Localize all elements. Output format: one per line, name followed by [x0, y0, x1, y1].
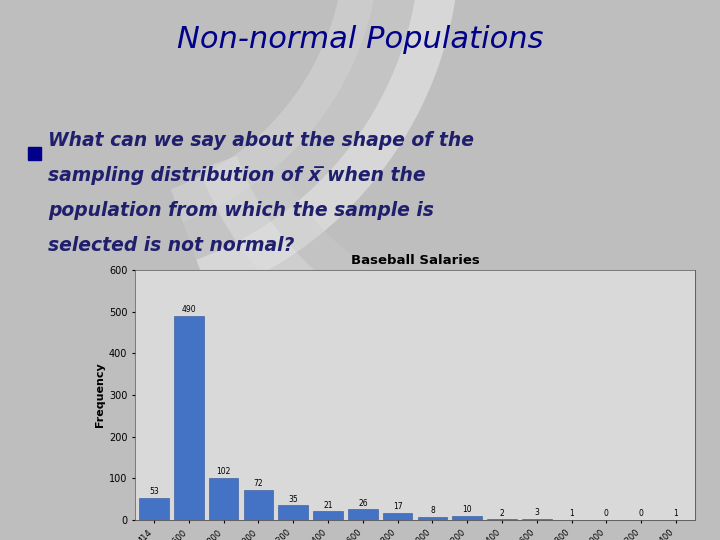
Title: Baseball Salaries: Baseball Salaries: [351, 254, 480, 267]
Text: 21: 21: [323, 501, 333, 510]
Bar: [279, 505, 308, 520]
Text: 35: 35: [289, 495, 298, 504]
Bar: [209, 477, 238, 520]
Bar: [313, 511, 343, 520]
Bar: [418, 517, 447, 520]
Bar: [243, 490, 274, 520]
Text: 72: 72: [253, 480, 264, 488]
Bar: [522, 519, 552, 520]
Wedge shape: [197, 0, 460, 297]
Text: 1: 1: [673, 509, 678, 518]
Bar: [383, 513, 413, 520]
Bar: [348, 509, 377, 520]
Text: 26: 26: [358, 498, 368, 508]
Bar: [452, 516, 482, 520]
Text: 2: 2: [500, 509, 504, 517]
Wedge shape: [237, 144, 640, 340]
Text: population from which the sample is: population from which the sample is: [48, 201, 434, 220]
Text: 8: 8: [430, 506, 435, 515]
Text: sampling distribution of x̅ when the: sampling distribution of x̅ when the: [48, 166, 426, 185]
Bar: [174, 316, 204, 520]
Text: 3: 3: [534, 508, 539, 517]
Text: 1: 1: [569, 509, 574, 518]
Wedge shape: [183, 0, 420, 260]
Bar: [487, 519, 517, 520]
Text: 102: 102: [217, 467, 231, 476]
Text: Non-normal Populations: Non-normal Populations: [176, 25, 544, 55]
Text: 53: 53: [149, 487, 159, 496]
Text: 17: 17: [393, 502, 402, 511]
Text: selected is not normal?: selected is not normal?: [48, 236, 294, 255]
Bar: [28, 147, 41, 160]
Bar: [140, 498, 169, 520]
Y-axis label: Frequency: Frequency: [95, 363, 104, 427]
Text: 0: 0: [639, 509, 644, 518]
Text: 10: 10: [462, 505, 472, 514]
Text: 490: 490: [181, 305, 197, 314]
Text: What can we say about the shape of the: What can we say about the shape of the: [48, 131, 474, 150]
Text: 0: 0: [604, 509, 608, 518]
Bar: [135, 270, 695, 520]
Wedge shape: [199, 156, 660, 380]
Wedge shape: [171, 0, 380, 222]
